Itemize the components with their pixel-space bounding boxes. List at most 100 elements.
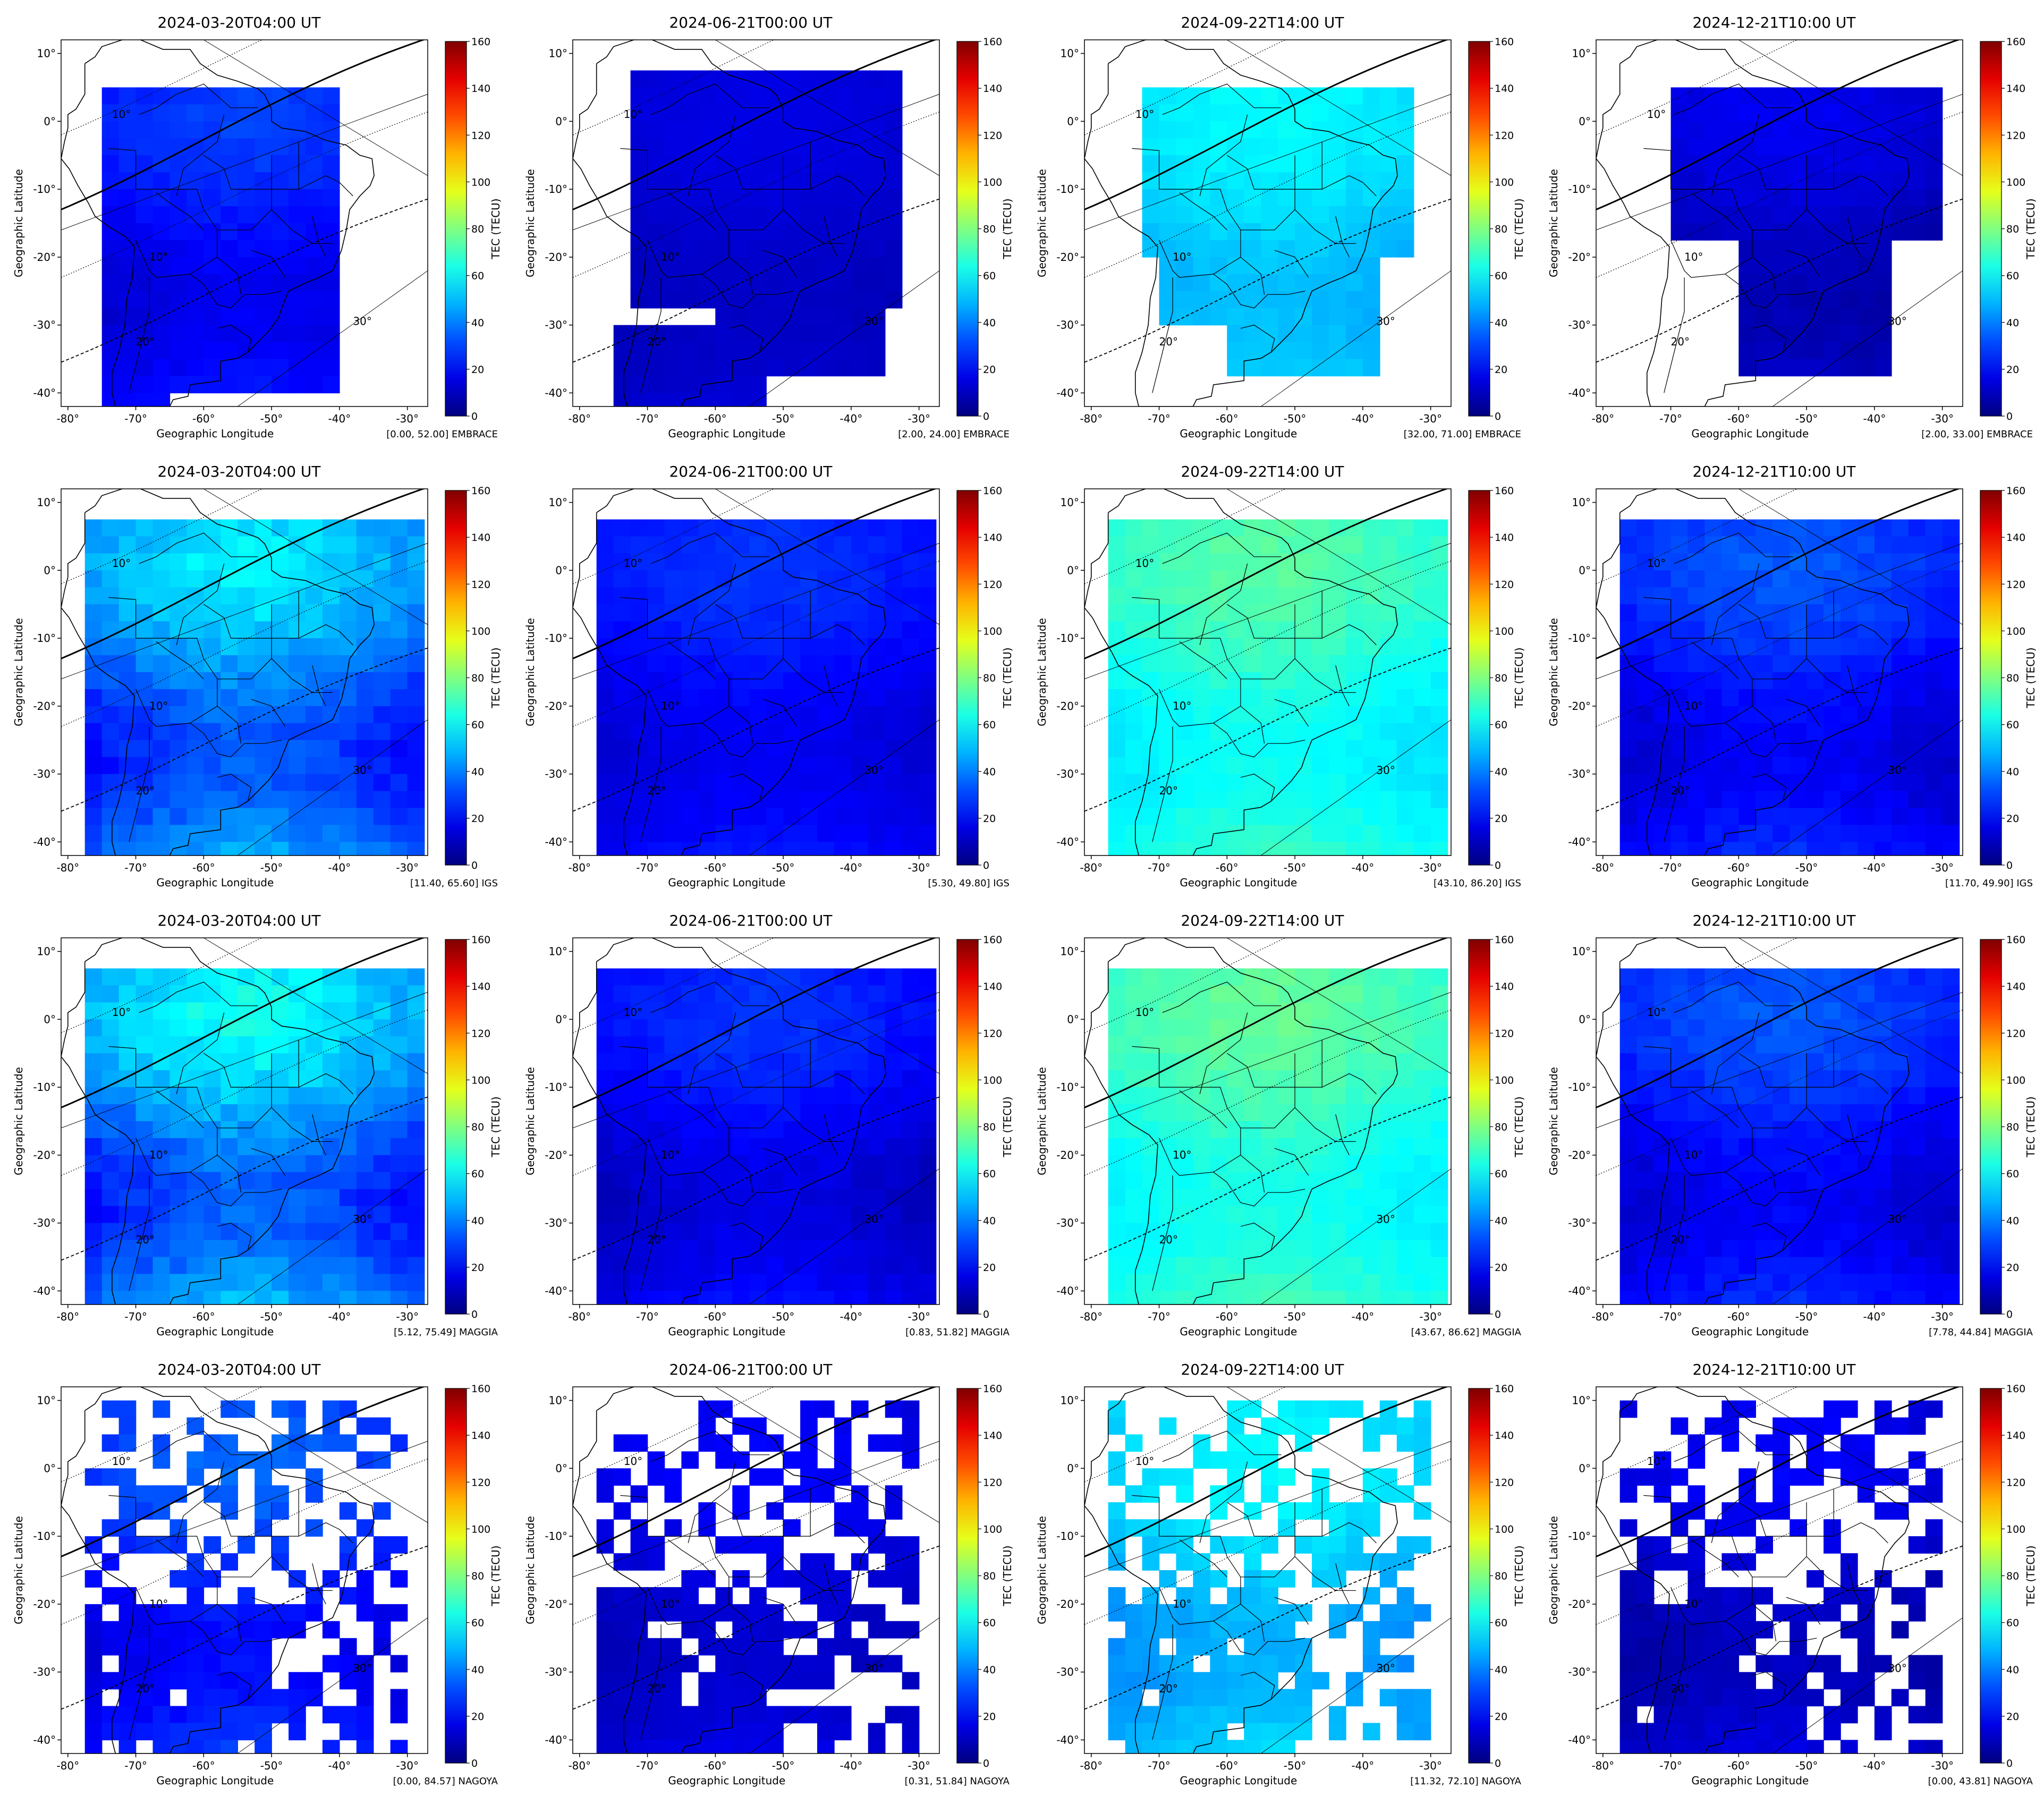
border-line bbox=[1159, 689, 1241, 727]
border-line bbox=[1725, 1621, 1780, 1656]
range-label: [2.00, 33.00] EMBRACE bbox=[1921, 429, 2033, 440]
border-line bbox=[647, 1138, 730, 1176]
colorbar-tick-label: 100 bbox=[983, 176, 1002, 188]
colorbar-tick-label: 60 bbox=[1495, 1168, 1507, 1180]
x-tick-label: -50° bbox=[260, 861, 283, 874]
colorbar-tick-label: 0 bbox=[983, 411, 989, 422]
colorbar-tick-label: 0 bbox=[1495, 860, 1501, 871]
coastline bbox=[61, 938, 375, 1304]
border-line bbox=[203, 1053, 231, 1088]
y-tick-label: -30° bbox=[1568, 319, 1591, 332]
range-label: [43.10, 86.20] IGS bbox=[1434, 878, 1521, 889]
border-line bbox=[1779, 291, 1817, 295]
magnetic-equator bbox=[61, 40, 426, 210]
border-line bbox=[217, 1556, 272, 1578]
tec-field: 10° 10° 20° 30° bbox=[573, 489, 939, 855]
border-line bbox=[701, 1621, 757, 1656]
x-tick-label: -40° bbox=[840, 412, 863, 425]
colorbar-tick-label: 100 bbox=[983, 625, 1002, 637]
border-line bbox=[217, 774, 252, 801]
x-tick-label: -30° bbox=[1419, 861, 1442, 874]
map-panel: 2024-12-21T10:00 UT 10° 10° 20° 30° -80° -70° -… bbox=[1535, 898, 2044, 1351]
colorbar-tick-label: 0 bbox=[1495, 1758, 1501, 1769]
y-tick-label: -40° bbox=[545, 386, 567, 399]
contour-label: 10° bbox=[1135, 1455, 1154, 1468]
border-line bbox=[156, 641, 204, 680]
colorbar-tick-label: 160 bbox=[983, 36, 1002, 48]
magnetic-equator bbox=[1084, 40, 1449, 210]
map-panel: 2024-03-20T04:00 UT 10° 10° 20° 30° -80° -70° -… bbox=[0, 449, 511, 902]
dip-contour bbox=[1596, 938, 1798, 1033]
border-line bbox=[1240, 774, 1275, 801]
colorbar-label: TEC (TECU) bbox=[489, 198, 502, 259]
x-tick-label: -60° bbox=[1216, 1310, 1239, 1323]
border-line bbox=[688, 114, 736, 197]
y-tick-label: -20° bbox=[1568, 1149, 1591, 1162]
border-line bbox=[217, 1672, 252, 1699]
border-line bbox=[650, 981, 770, 1013]
border-line bbox=[1321, 175, 1377, 197]
dip-contour bbox=[1260, 270, 1451, 406]
coastline bbox=[61, 489, 375, 855]
x-tick-label: -70° bbox=[1659, 1310, 1682, 1323]
border-line bbox=[1779, 1189, 1817, 1193]
border-line bbox=[1240, 209, 1295, 231]
border-line bbox=[1254, 141, 1322, 190]
contour-label: 30° bbox=[353, 764, 371, 777]
border-line bbox=[728, 1107, 784, 1129]
colorbar-tick-label: 140 bbox=[471, 532, 490, 544]
border-line bbox=[244, 1638, 282, 1642]
x-tick-label: -60° bbox=[704, 861, 727, 874]
colorbar-tick-label: 20 bbox=[471, 1262, 484, 1274]
border-line bbox=[640, 726, 661, 842]
colorbar-tick-label: 20 bbox=[2006, 813, 2019, 825]
contour-label: 10° bbox=[624, 1455, 642, 1468]
border-line bbox=[715, 604, 743, 639]
border-line bbox=[1152, 1624, 1173, 1740]
dip-contour bbox=[203, 489, 428, 625]
border-line bbox=[156, 1090, 204, 1129]
colorbar-tick-label: 140 bbox=[2006, 1430, 2025, 1442]
x-tick-label: -50° bbox=[772, 1759, 795, 1772]
contour-label: 30° bbox=[1376, 1213, 1395, 1226]
x-tick-label: -60° bbox=[1727, 412, 1750, 425]
x-tick-label: -80° bbox=[1591, 861, 1614, 874]
border-line bbox=[135, 689, 218, 727]
border-line bbox=[1752, 774, 1787, 801]
contour-label: 20° bbox=[648, 784, 666, 797]
y-tick-label: -30° bbox=[1056, 319, 1079, 332]
border-line bbox=[1254, 590, 1322, 639]
border-line bbox=[756, 740, 794, 744]
border-line bbox=[1766, 1039, 1834, 1088]
y-tick-label: -40° bbox=[545, 835, 567, 848]
border-line bbox=[728, 1223, 764, 1250]
dip-contour bbox=[61, 1459, 428, 1625]
dip-contour bbox=[1227, 40, 1451, 176]
border-line bbox=[1335, 1114, 1350, 1156]
y-tick-label: -10° bbox=[545, 1081, 567, 1094]
magnetic-equator bbox=[61, 489, 426, 659]
colorbar-label: TEC (TECU) bbox=[2024, 198, 2037, 259]
contour-label: 10° bbox=[661, 1148, 680, 1161]
x-tick-label: -60° bbox=[192, 1310, 215, 1323]
contour-label: 10° bbox=[1684, 699, 1703, 712]
tec-field: 10° 10° 20° 30° bbox=[1084, 489, 1451, 855]
colorbar-tick-label: 40 bbox=[1495, 1664, 1507, 1676]
border-line bbox=[1711, 1461, 1760, 1544]
contour-label: 10° bbox=[1173, 1148, 1191, 1161]
colorbar-tick-label: 140 bbox=[471, 981, 490, 993]
border-line bbox=[620, 148, 648, 190]
border-line bbox=[1274, 250, 1309, 278]
border-line bbox=[244, 291, 282, 295]
y-tick-label: -20° bbox=[545, 251, 567, 264]
colorbar-tick-label: 60 bbox=[2006, 1617, 2019, 1629]
dip-contour bbox=[1738, 489, 1963, 625]
dip-contour bbox=[573, 94, 939, 231]
border-line bbox=[667, 641, 716, 680]
border-line bbox=[1674, 1430, 1793, 1462]
border-line bbox=[1670, 1138, 1753, 1176]
y-tick-label: 0° bbox=[44, 115, 56, 128]
border-line bbox=[650, 532, 770, 564]
x-tick-label: -70° bbox=[636, 861, 659, 874]
dip-contour bbox=[1596, 1545, 1963, 1710]
